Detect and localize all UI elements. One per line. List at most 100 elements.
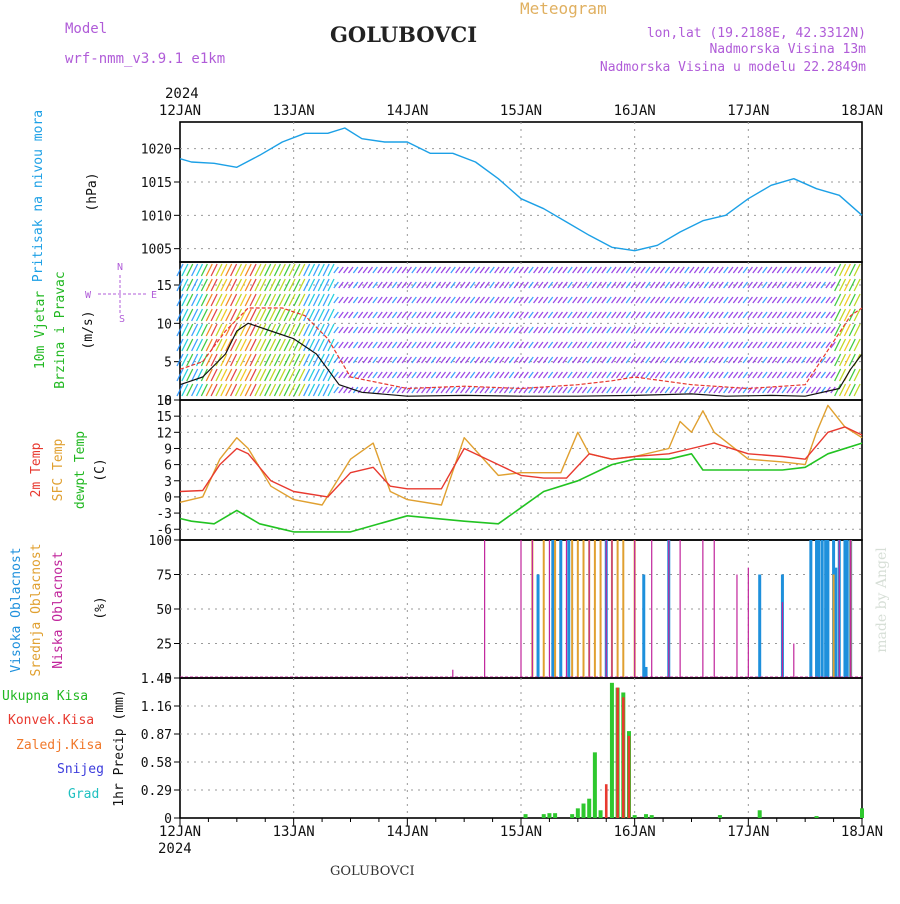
- wind-barb: [825, 296, 831, 304]
- y-tick-label: 25: [156, 638, 172, 653]
- wind-barb: [688, 266, 695, 274]
- wind-barb: [528, 326, 534, 334]
- wind-barb: [537, 281, 544, 289]
- wind-barb: [693, 386, 700, 394]
- wind-barb: [347, 326, 354, 334]
- wind-barb: [547, 296, 554, 304]
- wind-barb: [479, 296, 486, 304]
- wind-barb: [703, 371, 710, 379]
- wind-barb: [343, 341, 349, 349]
- wind-barb: [322, 278, 330, 292]
- top-x-tick-14jan: 14JAN: [386, 103, 428, 119]
- wind-barb: [254, 383, 262, 397]
- wind-barb: [474, 326, 481, 334]
- wind-barb: [254, 338, 262, 352]
- wind-barb: [703, 356, 710, 364]
- wind-barb: [591, 311, 598, 319]
- wind-barb: [547, 266, 554, 274]
- wind-barb: [307, 323, 316, 337]
- wind-barb: [225, 278, 233, 292]
- wind-barb: [327, 263, 335, 277]
- wind-barb: [234, 338, 243, 352]
- wind-barb: [766, 386, 773, 394]
- wind-barb: [343, 326, 349, 334]
- wind-barb: [606, 386, 612, 394]
- wind-barb: [737, 296, 744, 304]
- wind-barb: [479, 326, 486, 334]
- wind-barb: [659, 386, 666, 394]
- wind-speed-line: [179, 322, 863, 397]
- wind-barb: [810, 296, 817, 304]
- wind-barb: [460, 386, 466, 394]
- wind-barb: [440, 281, 447, 289]
- wind-barb: [230, 323, 238, 337]
- wind-barb: [848, 278, 856, 292]
- wind-barb: [307, 308, 316, 322]
- wind-barb: [445, 311, 451, 319]
- wind-barb: [200, 383, 208, 397]
- wind-barb: [537, 311, 544, 319]
- wind-barb: [596, 356, 602, 364]
- wind-barb: [659, 326, 666, 334]
- wind-barb: [581, 356, 588, 364]
- wind-title-line1: 10m Vjetar: [33, 291, 48, 369]
- wind-barb: [230, 383, 238, 397]
- wind-barb: [567, 341, 573, 349]
- wind-barb: [503, 356, 510, 364]
- wind-barb: [327, 323, 335, 337]
- wind-barb: [635, 386, 641, 394]
- wind-barb: [244, 338, 252, 352]
- wind-barb: [176, 323, 184, 337]
- wind-barb: [307, 293, 316, 307]
- y-tick-label: 1010: [141, 209, 172, 224]
- wind-barb: [820, 281, 827, 289]
- wind-barb: [659, 281, 666, 289]
- wind-barb: [479, 311, 486, 319]
- wind-barb: [674, 371, 680, 379]
- wind-barb: [205, 263, 213, 277]
- wind-barb: [343, 311, 349, 319]
- wind-barb: [195, 263, 204, 277]
- wind-barb: [810, 311, 817, 319]
- wind-barb: [220, 278, 228, 292]
- wind-barb: [455, 311, 461, 319]
- wind-barb: [650, 326, 656, 334]
- wind-barb: [230, 278, 238, 292]
- wind-barb: [362, 296, 369, 304]
- wind-barb: [293, 293, 301, 307]
- wind-barb: [317, 278, 325, 292]
- wind-barb: [713, 296, 719, 304]
- wind-barb: [508, 341, 515, 349]
- wind-barb: [848, 353, 856, 367]
- wind-barb: [611, 281, 617, 289]
- wind-barb: [654, 281, 661, 289]
- total-precip-bar: [649, 815, 654, 818]
- wind-barb: [513, 371, 520, 379]
- wind-barb: [469, 296, 476, 304]
- wind-barb: [406, 326, 412, 334]
- wind-barb: [327, 293, 335, 307]
- wind-barb: [268, 353, 277, 367]
- wind-barb: [834, 263, 842, 277]
- wind-barb: [205, 368, 213, 382]
- wind-barb: [435, 326, 442, 334]
- wind-barb: [674, 296, 680, 304]
- wind-barb: [567, 371, 573, 379]
- wind-barb: [268, 368, 277, 382]
- wind-barb: [713, 371, 719, 379]
- wind-barb: [352, 371, 359, 379]
- wind-barb: [298, 338, 306, 352]
- wind-barb: [484, 356, 490, 364]
- wind-barb: [352, 326, 359, 334]
- wind-barb: [225, 383, 233, 397]
- wind-barb: [698, 326, 705, 334]
- wind-barb: [762, 386, 768, 394]
- wind-barb: [601, 341, 607, 349]
- wind-barb: [498, 386, 505, 394]
- temp-dewpt-label: dewpt Temp: [73, 431, 88, 509]
- pressure-title: Pritisak na nivou mora: [31, 110, 46, 282]
- compass-s: S: [119, 314, 125, 325]
- wind-barb: [723, 296, 729, 304]
- wind-barb: [698, 311, 705, 319]
- wind-barb: [273, 368, 282, 382]
